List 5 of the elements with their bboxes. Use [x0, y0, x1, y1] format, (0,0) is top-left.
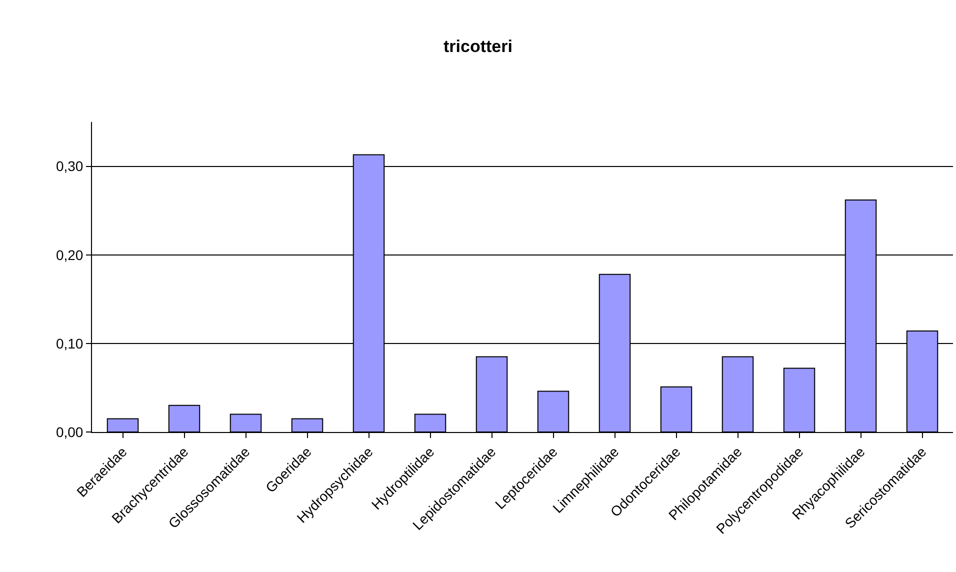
chart-title: tricotteri [444, 36, 512, 56]
y-tick-label: 0,30 [56, 158, 84, 174]
y-tick-label: 0,10 [56, 335, 84, 352]
y-tick-label: 0,00 [56, 424, 84, 440]
y-tick-label: 0,20 [56, 246, 84, 263]
